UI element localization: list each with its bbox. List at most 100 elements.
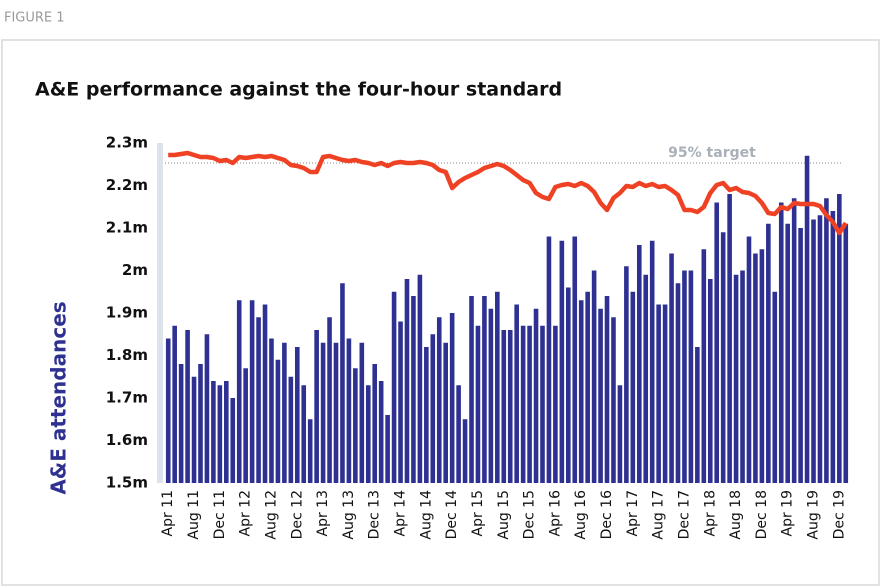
bar — [211, 381, 216, 483]
bar — [340, 283, 345, 483]
bar — [488, 308, 494, 483]
bar — [204, 334, 210, 483]
bar — [707, 279, 713, 483]
x-tick-label: Aug 18 — [728, 490, 744, 540]
bar — [591, 270, 597, 483]
bar — [301, 385, 307, 483]
figure-label: FIGURE 1 — [4, 11, 65, 26]
bar — [733, 274, 739, 483]
y-axis — [157, 143, 163, 483]
x-tick-label: Aug 13 — [341, 490, 357, 540]
bar — [520, 325, 526, 483]
bar — [378, 381, 384, 483]
bar — [675, 283, 681, 483]
bar — [172, 325, 177, 483]
bar — [727, 194, 732, 483]
bar — [359, 342, 365, 483]
x-tick-label: Dec 14 — [444, 490, 460, 539]
line — [168, 150, 848, 236]
bar — [307, 419, 313, 483]
bar — [353, 368, 358, 483]
bar — [230, 398, 236, 483]
x-tick-label: Apr 19 — [780, 490, 796, 536]
bar — [527, 325, 532, 483]
bar — [398, 321, 403, 483]
bar — [540, 325, 545, 483]
chart-title: A&E performance against the four-hour st… — [35, 79, 562, 101]
bar — [243, 368, 248, 483]
x-tick-label: Dec 17 — [676, 490, 692, 539]
bar — [391, 291, 397, 483]
card — [1, 39, 880, 586]
bar — [817, 215, 823, 483]
y-tick-label: 1.8m — [106, 346, 148, 364]
y-axis-label: A&E attendances — [47, 301, 71, 494]
bar — [546, 236, 552, 483]
bar — [236, 300, 242, 483]
x-tick-label: Aug 12 — [263, 490, 279, 540]
bar — [456, 385, 461, 483]
y-tick-label: 1.5m — [106, 474, 148, 492]
x-tick-label: Dec 15 — [522, 490, 538, 539]
y-tick-label: 2.3m — [106, 134, 148, 152]
bar — [830, 211, 836, 483]
bar — [417, 274, 423, 483]
bar — [720, 232, 726, 483]
bar — [662, 304, 668, 483]
bar — [275, 359, 281, 483]
bar — [772, 291, 778, 483]
bar — [837, 194, 842, 483]
bar — [572, 236, 578, 483]
bar — [624, 266, 629, 483]
x-tick-label: Apr 17 — [625, 490, 641, 536]
bar — [165, 338, 171, 483]
bar — [759, 249, 765, 483]
bar — [798, 228, 803, 483]
bar — [740, 270, 745, 483]
y-tick-label: 2m — [122, 261, 148, 279]
bar — [217, 385, 223, 483]
bar — [449, 313, 455, 483]
bar — [249, 300, 255, 483]
bar — [411, 296, 416, 483]
x-tick-label: Dec 19 — [831, 490, 847, 539]
bar — [198, 364, 203, 483]
bar — [282, 342, 287, 483]
bar — [559, 240, 565, 483]
bar — [636, 245, 642, 483]
x-tick-label: Dec 12 — [289, 490, 305, 539]
x-tick-label: Aug 16 — [573, 490, 589, 540]
x-tick-label: Aug 19 — [806, 490, 822, 540]
bar — [191, 376, 197, 483]
bar — [643, 274, 649, 483]
bar — [630, 291, 636, 483]
bar — [404, 279, 410, 483]
bar — [469, 296, 474, 483]
x-tick-label: Apr 14 — [393, 490, 409, 537]
x-tick-label: Dec 13 — [367, 490, 383, 539]
bar — [714, 202, 720, 483]
bar — [669, 253, 674, 483]
bar — [462, 419, 468, 483]
bar — [443, 342, 448, 483]
bar — [262, 304, 268, 483]
bar — [288, 376, 294, 483]
x-tick-label: Dec 11 — [212, 490, 228, 539]
bar — [785, 223, 790, 483]
bar — [598, 308, 603, 483]
bar — [843, 223, 849, 483]
bar — [585, 291, 590, 483]
bar — [578, 300, 584, 483]
bar — [811, 219, 816, 483]
x-tick-label: Dec 18 — [754, 490, 770, 539]
bar — [695, 347, 700, 483]
y-tick-label: 1.7m — [106, 389, 148, 407]
bar — [269, 338, 274, 483]
bar — [746, 236, 752, 483]
bar — [791, 198, 797, 483]
x-tick-label: Aug 17 — [651, 490, 667, 540]
bar — [482, 296, 487, 483]
bar — [430, 334, 436, 483]
bar — [385, 415, 390, 483]
bar — [804, 155, 810, 483]
